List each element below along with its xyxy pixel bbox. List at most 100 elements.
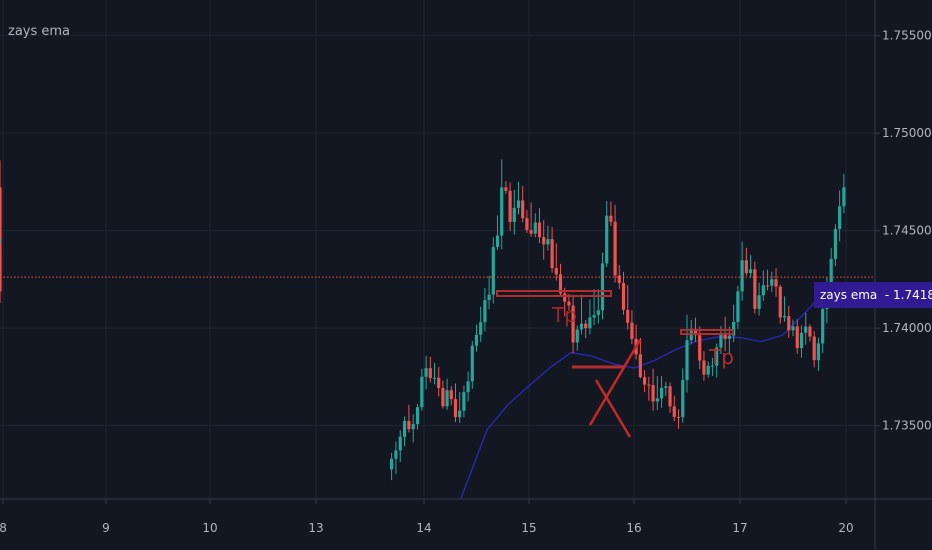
candle[interactable]	[689, 319, 693, 345]
candle[interactable]	[415, 404, 420, 430]
candle[interactable]	[571, 295, 575, 354]
candle[interactable]	[744, 247, 748, 276]
candle[interactable]	[643, 370, 647, 393]
candle[interactable]	[432, 362, 437, 385]
candle[interactable]	[681, 368, 685, 423]
candle[interactable]	[821, 299, 825, 354]
candle[interactable]	[808, 324, 812, 342]
candle[interactable]	[706, 361, 710, 378]
candle[interactable]	[516, 181, 521, 215]
candle[interactable]	[0, 209, 2, 263]
candle[interactable]	[546, 225, 550, 251]
candle[interactable]	[804, 312, 808, 345]
candle[interactable]	[441, 380, 445, 409]
candle[interactable]	[634, 324, 638, 360]
annotation-drawing[interactable]: Tp Tp	[496, 290, 734, 438]
candle[interactable]	[702, 351, 706, 381]
candle[interactable]	[453, 383, 458, 422]
candle[interactable]	[799, 325, 804, 358]
candle[interactable]	[838, 190, 842, 242]
candle[interactable]	[833, 224, 837, 267]
candle[interactable]	[504, 181, 508, 194]
x-axis[interactable]: 8 9 10 13 14 15 16 17 20	[0, 499, 854, 535]
candle[interactable]	[0, 260, 2, 304]
candle[interactable]	[420, 368, 424, 411]
candle[interactable]	[483, 288, 487, 332]
candle[interactable]	[563, 287, 567, 317]
candle[interactable]	[588, 299, 592, 335]
candle[interactable]	[842, 173, 846, 214]
candle[interactable]	[638, 337, 642, 379]
candle[interactable]	[617, 265, 621, 290]
candle[interactable]	[521, 186, 525, 223]
candle[interactable]	[647, 376, 651, 401]
candle[interactable]	[495, 215, 500, 250]
candle[interactable]	[542, 219, 546, 260]
candle[interactable]	[579, 294, 584, 335]
candle[interactable]	[0, 160, 2, 215]
candle[interactable]	[512, 189, 516, 235]
candle[interactable]	[411, 414, 415, 443]
candle[interactable]	[445, 378, 449, 410]
candle[interactable]	[402, 416, 407, 447]
candle[interactable]	[740, 241, 744, 301]
candle[interactable]	[791, 319, 795, 337]
candle[interactable]	[529, 202, 533, 237]
candle[interactable]	[621, 271, 626, 315]
candle[interactable]	[458, 391, 462, 423]
candle[interactable]	[533, 213, 537, 238]
candle[interactable]	[626, 284, 630, 330]
candle[interactable]	[390, 452, 394, 481]
candle[interactable]	[664, 381, 668, 396]
candle[interactable]	[778, 284, 782, 324]
candle[interactable]	[753, 261, 757, 314]
candle[interactable]	[470, 340, 474, 389]
candle[interactable]	[685, 314, 689, 393]
candle[interactable]	[787, 305, 791, 338]
candle[interactable]	[592, 288, 596, 326]
candle[interactable]	[609, 201, 613, 227]
candle[interactable]	[596, 289, 600, 324]
candle[interactable]	[816, 337, 821, 371]
candle[interactable]	[525, 210, 529, 234]
candle[interactable]	[0, 243, 2, 289]
candle[interactable]	[487, 275, 491, 310]
candle[interactable]	[749, 254, 753, 278]
candle[interactable]	[795, 319, 799, 354]
candle[interactable]	[500, 159, 504, 250]
candle[interactable]	[428, 356, 432, 383]
candle[interactable]	[757, 282, 761, 316]
candle[interactable]	[584, 319, 588, 339]
candle[interactable]	[491, 237, 495, 304]
candle[interactable]	[630, 310, 634, 345]
candle[interactable]	[474, 324, 479, 352]
candle[interactable]	[770, 271, 774, 292]
candle[interactable]	[407, 404, 411, 433]
candle[interactable]	[398, 430, 402, 462]
candle[interactable]	[672, 395, 676, 422]
candle[interactable]	[605, 201, 609, 267]
candle[interactable]	[732, 304, 736, 343]
candle[interactable]	[774, 268, 778, 297]
candle[interactable]	[554, 243, 558, 281]
candle[interactable]	[761, 270, 765, 301]
indicator-legend-title[interactable]: zays ema	[8, 24, 70, 39]
candle[interactable]	[782, 296, 787, 322]
candle[interactable]	[613, 204, 617, 283]
candle[interactable]	[659, 375, 664, 408]
candle[interactable]	[812, 331, 816, 368]
candle[interactable]	[600, 252, 605, 320]
candle[interactable]	[765, 269, 770, 291]
candle[interactable]	[537, 208, 542, 244]
candle[interactable]	[698, 326, 702, 370]
candle[interactable]	[550, 226, 554, 273]
y-axis[interactable]: 1.73500 1.74000 1.74500 1.75000 1.75500	[875, 29, 932, 433]
candle[interactable]	[575, 325, 579, 351]
candle[interactable]	[479, 306, 483, 343]
candle[interactable]	[736, 285, 740, 329]
candle[interactable]	[424, 355, 428, 390]
candle[interactable]	[655, 376, 659, 411]
candle[interactable]	[710, 357, 715, 376]
